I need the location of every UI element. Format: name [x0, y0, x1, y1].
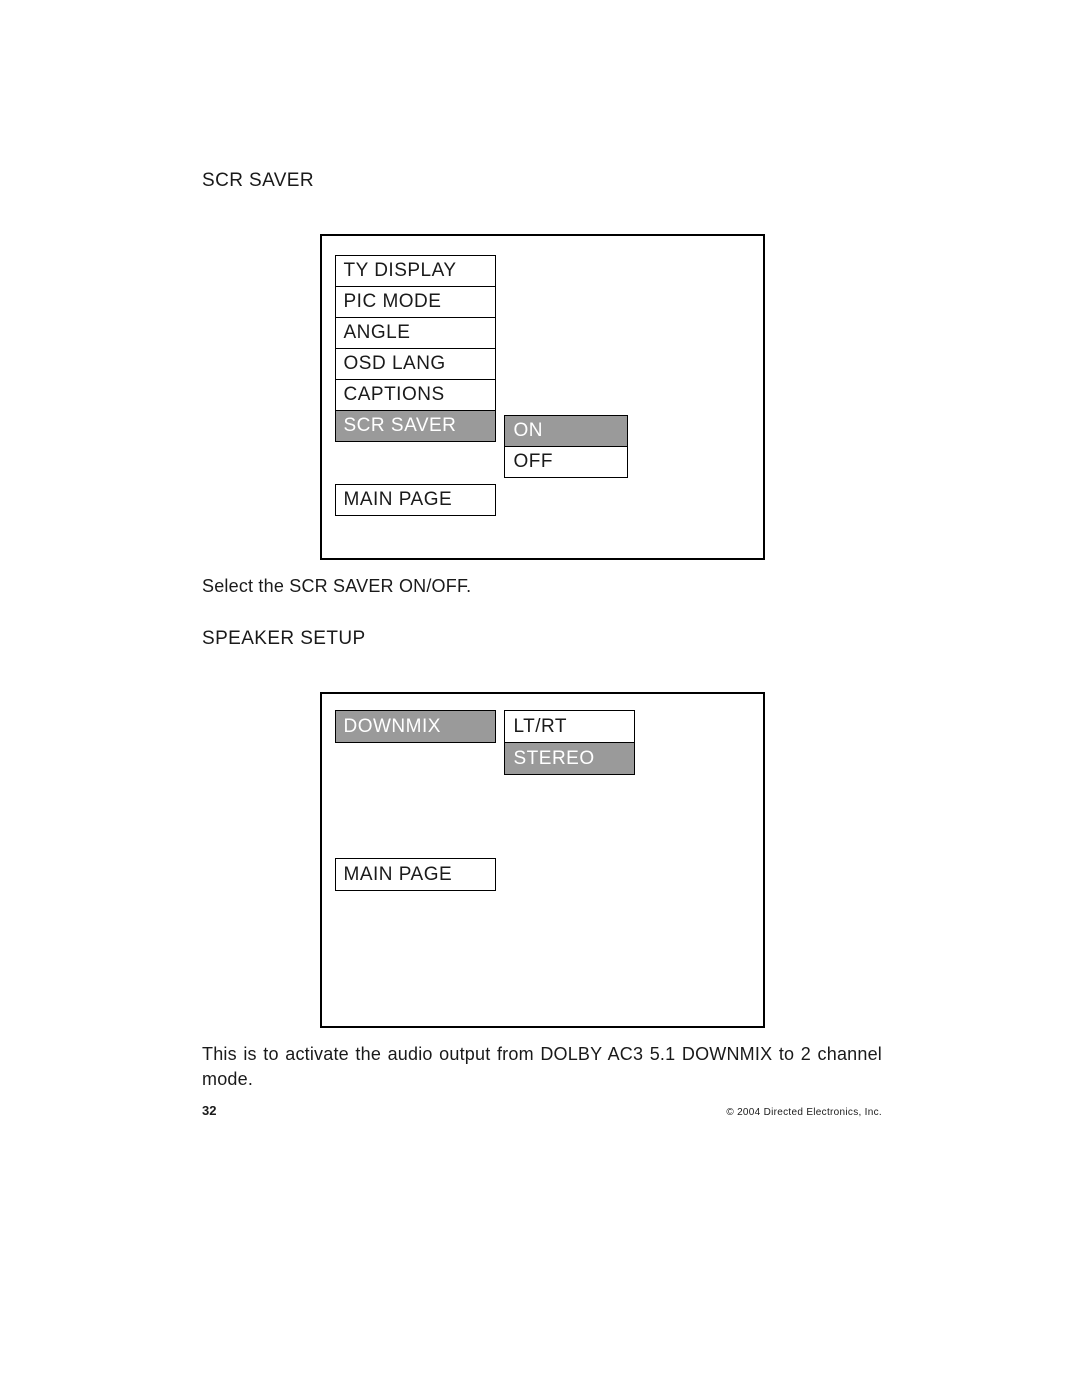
menu-right-column: ON OFF [504, 415, 628, 478]
option-off[interactable]: OFF [504, 446, 628, 478]
page-footer: 32 © 2004 Directed Electronics, Inc. [202, 1103, 882, 1118]
menu-item-pic-mode[interactable]: PIC MODE [335, 286, 496, 318]
option-ltrt[interactable]: LT/RT [504, 710, 635, 743]
caption-speaker-setup: This is to activate the audio output fro… [202, 1042, 882, 1091]
menu-frame-scr-saver: TY DISPLAY PIC MODE ANGLE OSD LANG CAPTI… [320, 234, 765, 560]
caption-scr-saver: Select the SCR SAVER ON/OFF. [202, 574, 882, 598]
section-title-scr-saver: SCR SAVER [202, 170, 882, 192]
menu-frame-speaker-setup: DOWNMIX MAIN PAGE LT/RT STEREO [320, 692, 765, 1028]
menu-item-main-page-b[interactable]: MAIN PAGE [335, 858, 496, 891]
menu-left-column-b: DOWNMIX MAIN PAGE [335, 710, 496, 891]
menu-item-captions[interactable]: CAPTIONS [335, 379, 496, 411]
copyright-text: © 2004 Directed Electronics, Inc. [726, 1107, 882, 1118]
menu-item-downmix[interactable]: DOWNMIX [335, 710, 496, 743]
menu-item-ty-display[interactable]: TY DISPLAY [335, 255, 496, 287]
spacer [335, 743, 496, 858]
menu-item-scr-saver[interactable]: SCR SAVER [335, 410, 496, 442]
option-stereo[interactable]: STEREO [504, 742, 635, 775]
menu-left-column: TY DISPLAY PIC MODE ANGLE OSD LANG CAPTI… [335, 255, 496, 516]
menu-item-osd-lang[interactable]: OSD LANG [335, 348, 496, 380]
menu-item-angle[interactable]: ANGLE [335, 317, 496, 349]
menu-item-main-page[interactable]: MAIN PAGE [335, 484, 496, 516]
section-title-speaker-setup: SPEAKER SETUP [202, 628, 882, 650]
page-number: 32 [202, 1103, 216, 1118]
option-on[interactable]: ON [504, 415, 628, 447]
menu-right-column-b: LT/RT STEREO [504, 710, 635, 775]
spacer [335, 442, 496, 484]
